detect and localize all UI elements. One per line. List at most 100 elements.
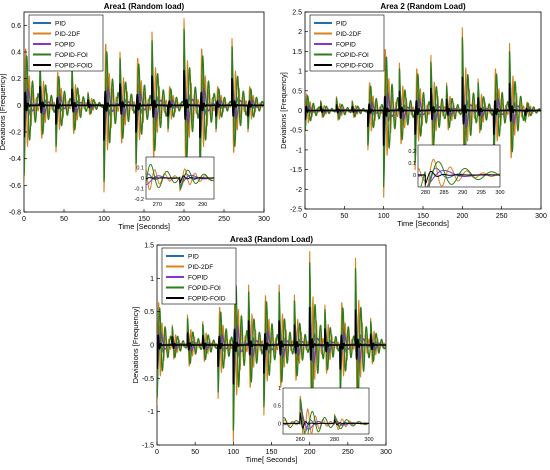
inset-y-tick-label: -0.2 <box>135 197 144 203</box>
y-tick-label: 2 <box>298 29 302 36</box>
x-tick-label: 100 <box>98 216 110 223</box>
y-tick-label: 0.4 <box>11 50 21 57</box>
x-tick-label: 50 <box>191 449 199 456</box>
inset-y-tick-label: 0.2 <box>408 149 416 155</box>
inset-y-tick-label: 1 <box>278 386 281 392</box>
y-tick-label: 0.5 <box>144 309 154 316</box>
y-tick-label: -0.8 <box>9 210 21 217</box>
y-tick-label: 1.5 <box>292 49 302 56</box>
inset-x-tick-label: 290 <box>198 202 207 208</box>
inset-x-tick-label: 290 <box>458 190 467 196</box>
inset-y-tick-label: 0 <box>413 173 416 179</box>
series-line <box>305 60 541 164</box>
x-tick-label: 50 <box>340 213 348 220</box>
y-tick-label: -0.4 <box>9 156 21 163</box>
x-tick-label: 300 <box>258 216 270 223</box>
y-tick-label: -0.5 <box>290 128 302 135</box>
inset-y-tick-label: 0 <box>278 421 281 427</box>
legend-entry-label: PID <box>55 21 66 28</box>
y-tick-label: -2 <box>296 187 302 194</box>
x-tick-label: 150 <box>266 449 278 456</box>
inset-x-tick-label: 285 <box>439 190 448 196</box>
series-group <box>157 251 386 443</box>
x-axis-label: Time[ Seconds] <box>246 455 298 464</box>
x-tick-label: 100 <box>227 449 239 456</box>
inset-series-group <box>283 395 369 434</box>
series-group <box>305 27 541 198</box>
legend-entry-label: PID-2DF <box>336 31 361 38</box>
legend-entry-label: PID-2DF <box>188 264 213 271</box>
x-tick-label: 300 <box>535 213 547 220</box>
chart-title: Area 2 (Random Load) <box>380 2 466 11</box>
inset-y-tick-label: 0.1 <box>408 161 416 167</box>
series-line <box>24 28 264 183</box>
x-tick-label: 200 <box>456 213 468 220</box>
legend-entry-label: PID <box>188 254 199 261</box>
legend-entry-label: FOPID <box>55 42 75 49</box>
legend: PID PID-2DF FOPID FOPID-FOI FOPID-FOID <box>161 247 237 305</box>
inset-series-line <box>146 175 214 185</box>
inset-x-tick-label: 300 <box>364 437 373 443</box>
inset-series-line <box>283 398 369 434</box>
legend-entry-label: FOPID-FOI <box>188 285 221 292</box>
x-tick-label: 250 <box>218 216 230 223</box>
inset: 270 280 290 -0.2 -0.1 0 0.1 <box>135 156 215 208</box>
y-tick-label: -1.5 <box>290 167 302 174</box>
legend-entry-label: FOPID-FOID <box>55 63 93 70</box>
series-line <box>157 262 386 431</box>
y-tick-label: -0.2 <box>9 130 21 137</box>
x-axis-label: Time [Seconds] <box>397 219 449 228</box>
series-group <box>24 18 264 193</box>
y-tick-label: -0.5 <box>142 376 154 383</box>
inset-x-tick-label: 280 <box>175 202 184 208</box>
x-tick-label: 50 <box>60 216 68 223</box>
inset-x-tick-label: 280 <box>421 190 430 196</box>
inset-series-line <box>283 412 369 429</box>
y-axis-label: Deviations [Frequency] <box>279 72 288 149</box>
legend-entry-label: FOPID-FOID <box>188 296 226 303</box>
inset: 260 280 300 0 0.5 1 <box>273 386 373 443</box>
legend-entry-label: PID-2DF <box>55 31 80 38</box>
y-tick-label: -1 <box>296 147 302 154</box>
inset-series-line <box>418 170 500 186</box>
y-tick-label: -0.6 <box>9 183 21 190</box>
chart-title: Area3 (Random Load) <box>230 235 313 244</box>
y-tick-label: -1 <box>148 409 154 416</box>
x-tick-label: 150 <box>138 216 150 223</box>
inset: 280 285 290 295 300 0 0.1 0.2 <box>408 144 505 196</box>
x-tick-label: 250 <box>342 449 354 456</box>
legend-entry-label: PID <box>336 21 347 28</box>
y-tick-label: -1.5 <box>142 443 154 450</box>
y-axis-label: Deviations [Frequency] <box>131 307 140 384</box>
series-line <box>24 52 264 158</box>
legend-entry-label: FOPID-FOID <box>336 63 374 70</box>
y-tick-label: 0.2 <box>11 76 21 83</box>
inset-x-tick-label: 270 <box>153 202 162 208</box>
y-tick-label: 0 <box>298 108 302 115</box>
y-tick-label: 0.5 <box>292 88 302 95</box>
x-tick-label: 150 <box>417 213 429 220</box>
x-tick-label: 0 <box>155 449 159 456</box>
inset-y-tick-label: 0 <box>141 176 144 182</box>
x-tick-label: 200 <box>304 449 316 456</box>
x-tick-label: 250 <box>496 213 508 220</box>
x-tick-label: 100 <box>378 213 390 220</box>
inset-series-group <box>146 163 214 193</box>
chart-panel-3: 0 50 100 150 200 250 300 -1.5 -1 -0.5 0 0.5 1 1.5 Area… <box>131 235 392 464</box>
chart-panel-1: 0 50 100 150 200 250 300 -0.8 -0.6 -0.4 -0.2 0 0.2 0.… <box>0 2 270 231</box>
legend: PID PID-2DF FOPID FOPID-FOI FOPID-FOID <box>28 14 104 72</box>
y-tick-label: 1.5 <box>144 243 154 250</box>
x-tick-label: 0 <box>22 216 26 223</box>
inset-x-tick-label: 295 <box>477 190 486 196</box>
y-axis-label: Deviations [Frequency] <box>0 74 7 151</box>
inset-x-tick-label: 280 <box>330 437 339 443</box>
inset-series-line <box>146 163 214 191</box>
inset-y-tick-label: 0.5 <box>273 404 281 410</box>
chart-title: Area1 (Random load) <box>104 2 185 11</box>
legend: PID PID-2DF FOPID FOPID-FOI FOPID-FOID <box>309 14 385 72</box>
y-tick-label: 2.5 <box>292 10 302 17</box>
series-line <box>157 288 386 404</box>
inset-y-tick-label: 0.1 <box>136 166 144 172</box>
y-tick-label: 0 <box>150 343 154 350</box>
